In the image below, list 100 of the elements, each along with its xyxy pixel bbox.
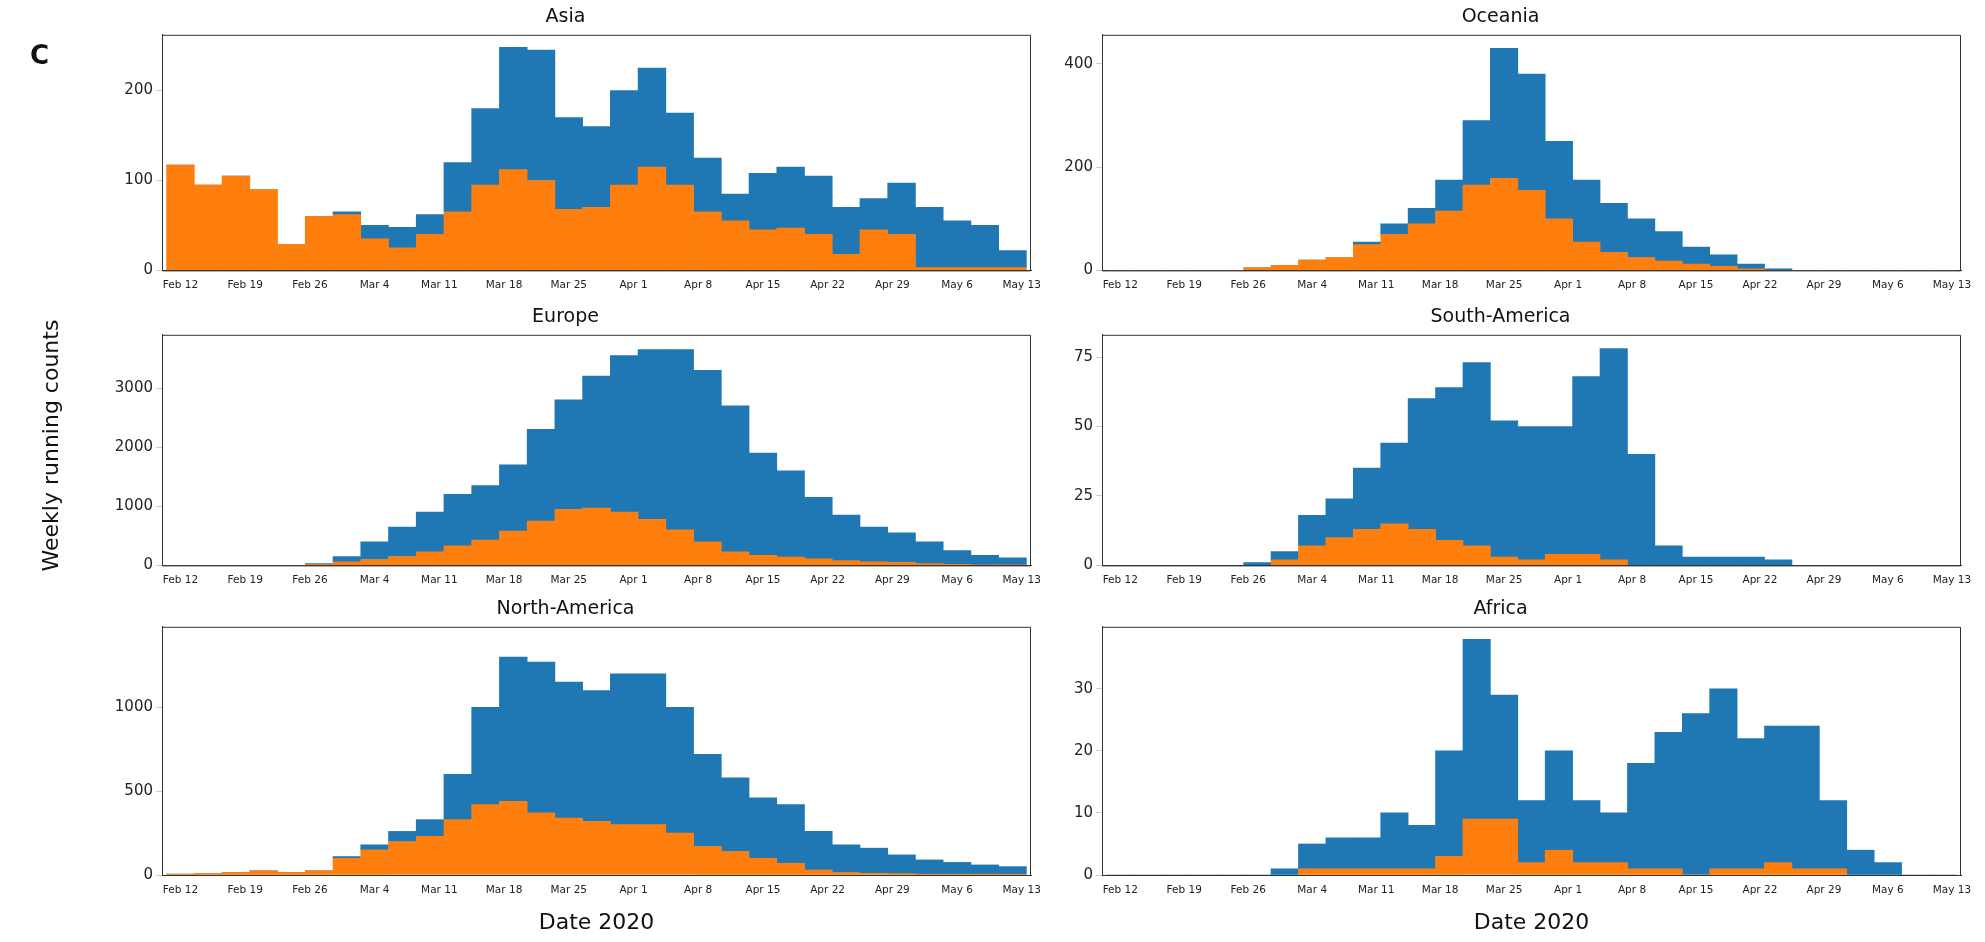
y-tick-label: 10 xyxy=(1073,802,1093,821)
y-tick-label: 0 xyxy=(143,555,153,574)
y-tick-label: 50 xyxy=(1073,416,1093,435)
x-tick-label: Mar 4 xyxy=(359,573,390,586)
x-tick-label: Mar 4 xyxy=(1297,278,1328,291)
x-tick-label: Feb 12 xyxy=(1102,278,1138,291)
x-tick-label: Apr 22 xyxy=(1742,573,1778,586)
x-tick-label: Mar 25 xyxy=(1485,278,1523,291)
y-tick-label: 2000 xyxy=(114,437,153,456)
y-tick-label: 500 xyxy=(124,781,153,800)
x-tick-label: Apr 8 xyxy=(1617,278,1647,291)
x-tick-label: May 13 xyxy=(1002,573,1041,586)
x-tick-label: Mar 25 xyxy=(1485,573,1523,586)
y-tick-label: 400 xyxy=(1064,53,1093,72)
x-axis-title: Date 2020 xyxy=(538,908,655,934)
chart-title: South-America xyxy=(1430,304,1571,327)
x-tick-label: May 13 xyxy=(1932,278,1972,291)
x-tick-label: Apr 29 xyxy=(874,883,910,896)
y-tick-label: 0 xyxy=(1083,555,1093,574)
y-tick-label: 200 xyxy=(124,80,153,99)
x-tick-label: Mar 4 xyxy=(1297,883,1328,896)
y-tick-label: 200 xyxy=(1064,156,1093,175)
x-tick-label: Apr 8 xyxy=(684,278,713,291)
x-tick-label: Mar 25 xyxy=(1485,883,1523,896)
y-tick-label: 0 xyxy=(1083,260,1093,279)
x-tick-label: Feb 12 xyxy=(1102,883,1138,896)
x-tick-label: Apr 29 xyxy=(874,278,910,291)
chart-title: North-America xyxy=(496,596,635,619)
x-tick-label: May 6 xyxy=(1872,883,1905,896)
x-tick-label: May 13 xyxy=(1932,883,1972,896)
x-tick-label: Apr 8 xyxy=(1617,883,1647,896)
y-axis-title: Weekly running counts xyxy=(37,319,63,571)
y-tick-label: 1000 xyxy=(114,496,153,515)
x-tick-label: Mar 4 xyxy=(359,278,390,291)
x-tick-label: May 13 xyxy=(1002,278,1041,291)
x-tick-label: Apr 22 xyxy=(810,278,846,291)
x-tick-label: Mar 11 xyxy=(421,883,458,896)
x-tick-label: Apr 15 xyxy=(1678,573,1714,586)
x-tick-label: Apr 29 xyxy=(874,573,910,586)
x-tick-label: Mar 11 xyxy=(421,278,458,291)
x-tick-label: May 6 xyxy=(941,883,974,896)
x-tick-label: Mar 4 xyxy=(1297,573,1328,586)
x-tick-label: Mar 11 xyxy=(1357,573,1395,586)
x-tick-label: Feb 26 xyxy=(292,573,328,586)
y-tick-label: 0 xyxy=(1083,864,1093,883)
chart-title: Asia xyxy=(545,4,586,27)
x-tick-label: Mar 11 xyxy=(1357,883,1395,896)
x-tick-label: Apr 15 xyxy=(745,278,781,291)
x-tick-label: Feb 26 xyxy=(1230,883,1267,896)
x-tick-label: Mar 18 xyxy=(1421,883,1459,896)
x-tick-label: Mar 18 xyxy=(1421,278,1459,291)
x-tick-label: May 6 xyxy=(1872,573,1905,586)
x-tick-label: Apr 29 xyxy=(1806,883,1842,896)
x-tick-label: Feb 12 xyxy=(1102,573,1138,586)
x-tick-label: Apr 15 xyxy=(745,573,781,586)
x-tick-label: Feb 26 xyxy=(292,278,328,291)
y-tick-label: 100 xyxy=(124,170,153,189)
x-tick-label: Mar 18 xyxy=(485,573,523,586)
x-tick-label: Apr 1 xyxy=(619,883,648,896)
x-tick-label: Apr 8 xyxy=(684,883,713,896)
y-tick-label: 3000 xyxy=(114,377,153,396)
x-tick-label: Apr 22 xyxy=(1742,278,1778,291)
x-tick-label: Feb 19 xyxy=(1166,883,1202,896)
y-tick-label: 1000 xyxy=(114,697,153,716)
x-tick-label: May 6 xyxy=(941,278,974,291)
x-tick-label: Mar 11 xyxy=(421,573,458,586)
y-tick-label: 0 xyxy=(143,864,153,883)
x-tick-label: Feb 12 xyxy=(162,278,199,291)
x-tick-label: Apr 1 xyxy=(619,278,648,291)
x-tick-label: Feb 12 xyxy=(162,573,199,586)
x-tick-label: Apr 1 xyxy=(1553,278,1583,291)
x-tick-label: May 13 xyxy=(1932,573,1972,586)
x-tick-label: Feb 26 xyxy=(1230,278,1267,291)
x-tick-label: Feb 19 xyxy=(227,573,263,586)
x-tick-label: Mar 25 xyxy=(550,573,588,586)
x-tick-label: Apr 22 xyxy=(810,883,846,896)
x-tick-label: Feb 26 xyxy=(1230,573,1267,586)
x-tick-label: Mar 18 xyxy=(485,883,523,896)
x-tick-label: Mar 18 xyxy=(1421,573,1459,586)
x-tick-label: Apr 29 xyxy=(1806,278,1842,291)
x-tick-label: Feb 26 xyxy=(292,883,328,896)
y-tick-label: 25 xyxy=(1073,485,1093,504)
x-tick-label: Feb 19 xyxy=(227,278,263,291)
x-axis-title: Date 2020 xyxy=(1473,908,1590,934)
x-tick-label: Feb 19 xyxy=(1166,278,1202,291)
x-tick-label: Apr 29 xyxy=(1806,573,1842,586)
x-tick-label: Apr 1 xyxy=(1553,883,1583,896)
x-tick-label: Apr 1 xyxy=(1553,573,1583,586)
x-tick-label: Feb 12 xyxy=(162,883,199,896)
x-tick-label: Mar 25 xyxy=(550,278,588,291)
chart-title: Oceania xyxy=(1461,4,1540,27)
x-tick-label: May 6 xyxy=(941,573,974,586)
x-tick-label: Mar 18 xyxy=(485,278,523,291)
y-tick-label: 20 xyxy=(1073,740,1093,759)
x-tick-label: Mar 11 xyxy=(1357,278,1395,291)
x-tick-label: Apr 15 xyxy=(745,883,781,896)
x-tick-label: Apr 8 xyxy=(1617,573,1647,586)
x-tick-label: Apr 15 xyxy=(1678,883,1714,896)
text: C xyxy=(30,40,50,70)
y-tick-label: 0 xyxy=(143,260,153,279)
